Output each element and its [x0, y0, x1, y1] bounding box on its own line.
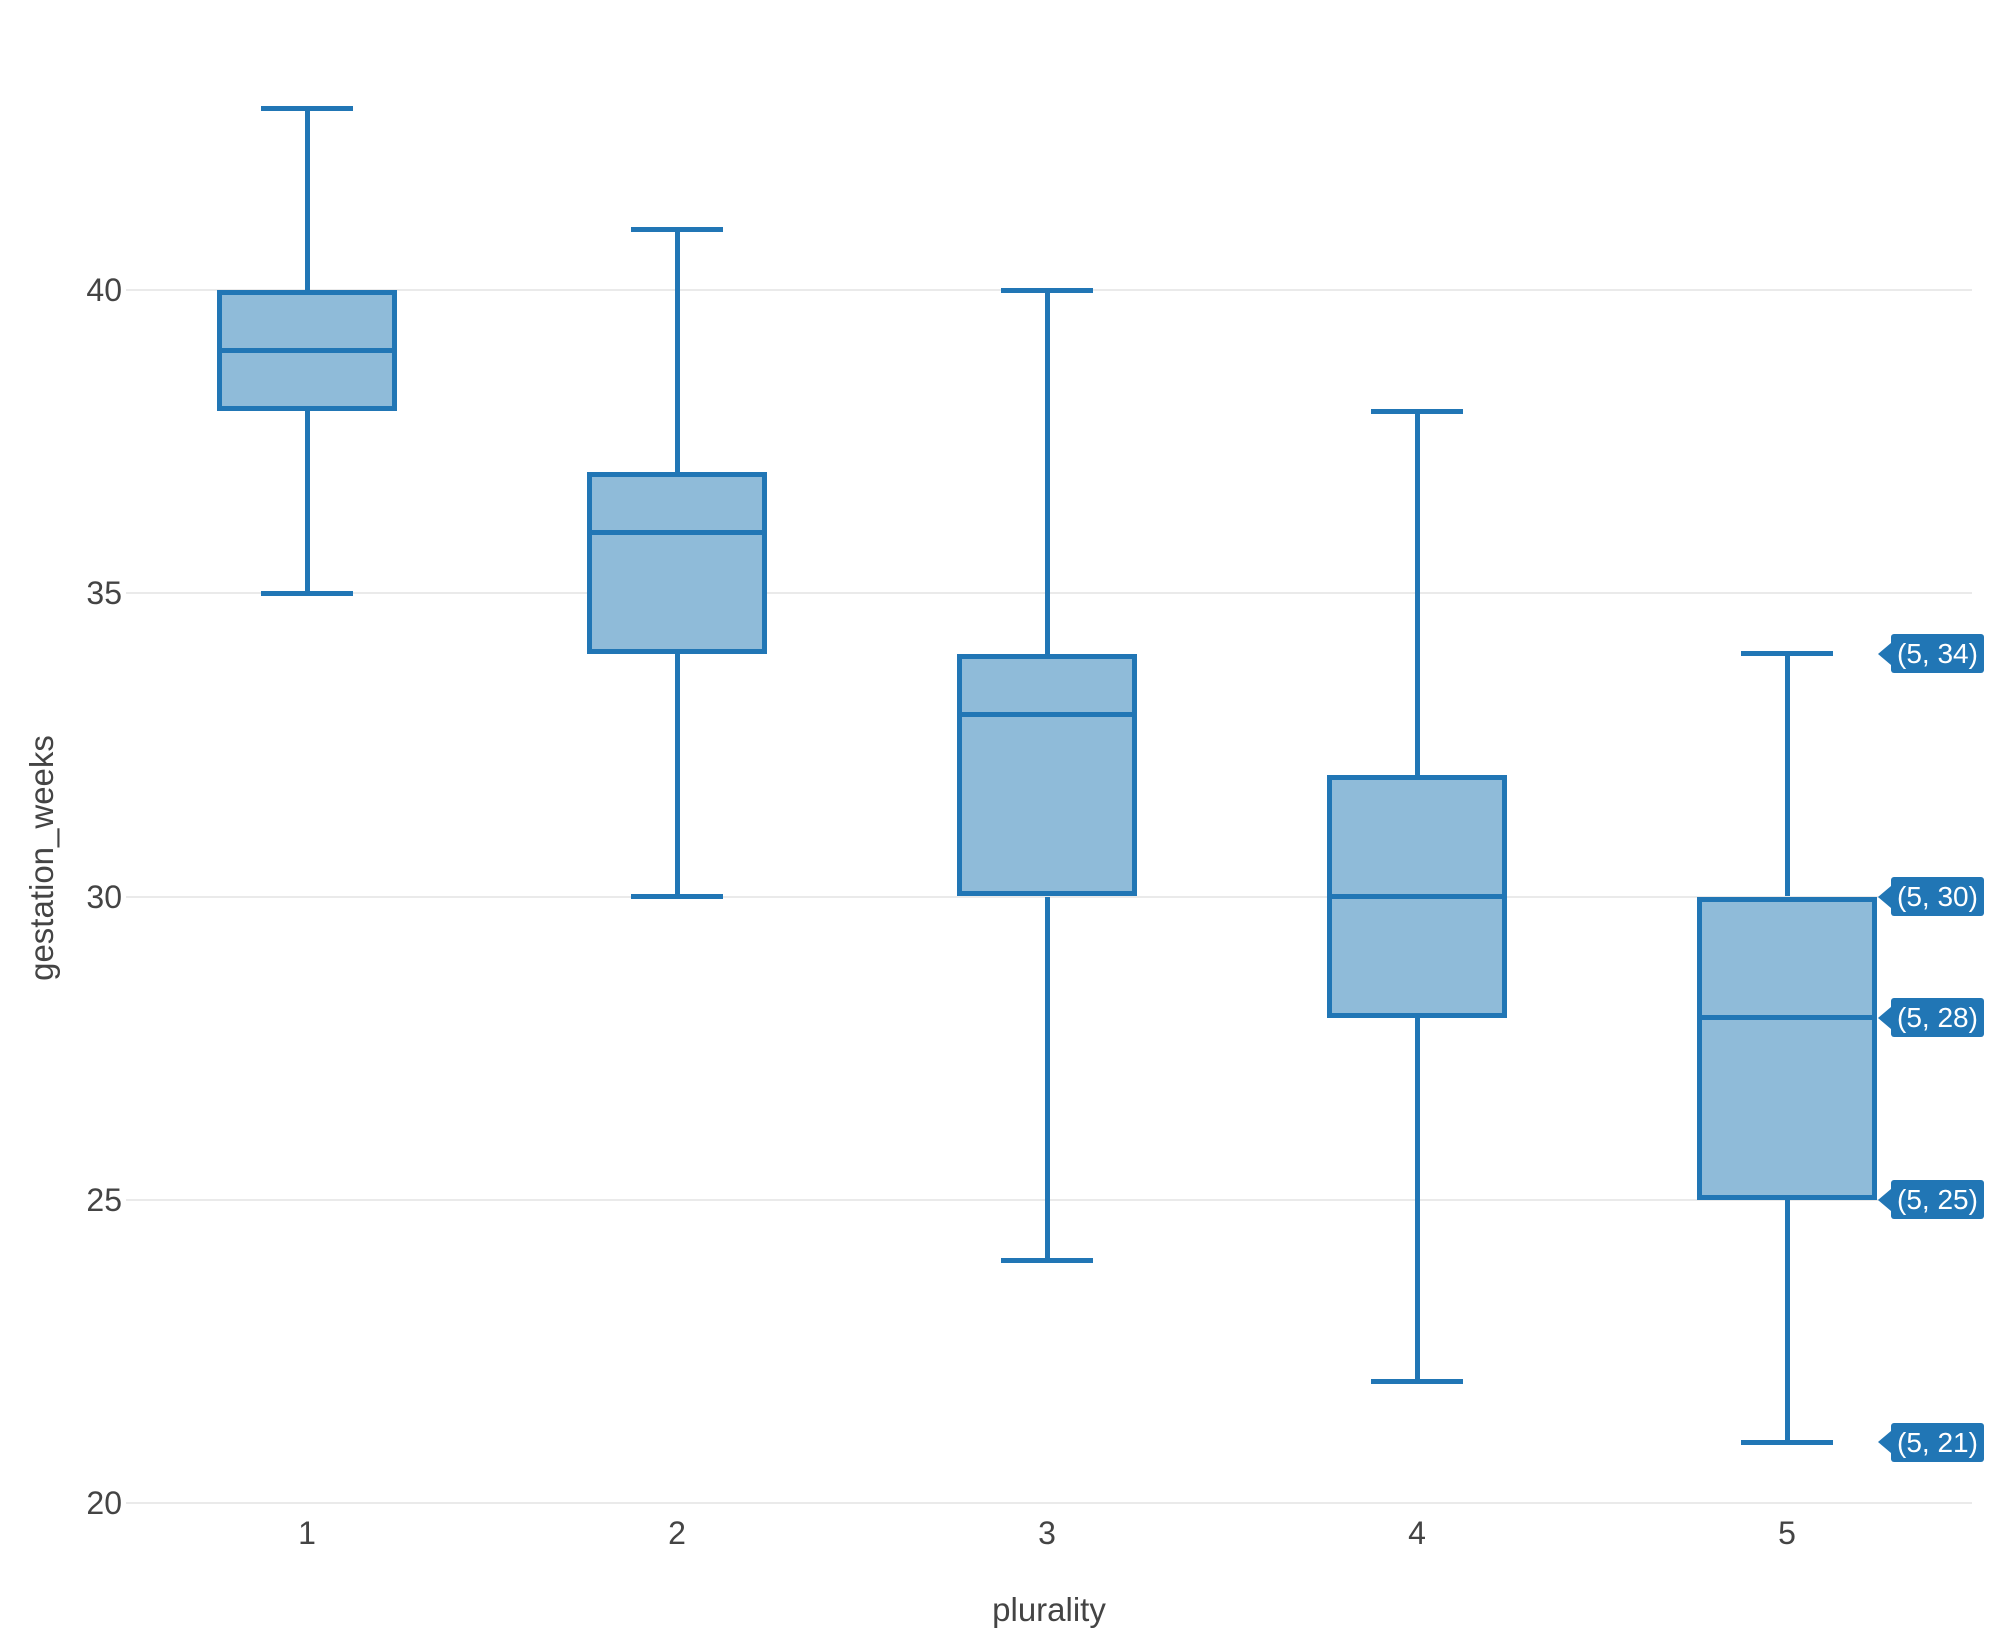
y-tick-label: 20 — [86, 1485, 122, 1521]
box-plurality-5-whisker-stem-bottom[interactable] — [1784, 1199, 1790, 1443]
box-plurality-5-whisker-cap-top[interactable] — [1741, 651, 1833, 657]
x-tick-label: 3 — [1038, 1515, 1056, 1551]
hover-label: (5, 34) — [1878, 634, 1984, 674]
hover-label: (5, 21) — [1878, 1422, 1984, 1462]
y-tick-label: 25 — [86, 1181, 122, 1218]
box-plurality-5-whisker-stem-top[interactable] — [1784, 653, 1790, 897]
hover-label-pointer-icon — [1878, 885, 1891, 908]
hover-label-text: (5, 28) — [1891, 998, 1984, 1038]
box-plurality-2-whisker-stem-top[interactable] — [674, 229, 680, 472]
box-plurality-1-whisker-cap-bottom[interactable] — [261, 590, 353, 596]
y-tick-label: 35 — [86, 575, 122, 612]
box-plurality-3-whisker-stem-top[interactable] — [1044, 290, 1050, 654]
hover-label-pointer-icon — [1878, 642, 1891, 665]
box-plurality-4-whisker-cap-bottom[interactable] — [1371, 1379, 1463, 1385]
box-plurality-3-median-line[interactable] — [957, 712, 1137, 718]
hover-label-text: (5, 30) — [1891, 877, 1984, 916]
box-plurality-2-whisker-cap-top[interactable] — [631, 226, 723, 232]
hover-label-pointer-icon — [1878, 1188, 1891, 1211]
y-gridline — [126, 1502, 1972, 1504]
box-plurality-3-whisker-stem-bottom[interactable] — [1044, 896, 1050, 1261]
hover-label-pointer-icon — [1878, 1431, 1891, 1454]
box-plurality-2-whisker-stem-bottom[interactable] — [674, 653, 680, 897]
hover-label-text: (5, 21) — [1891, 1422, 1984, 1462]
box-plurality-5-whisker-cap-bottom[interactable] — [1741, 1439, 1833, 1445]
y-tick-label: 40 — [86, 272, 122, 308]
box-plurality-2-whisker-cap-bottom[interactable] — [631, 894, 723, 899]
x-axis-title: plurality — [992, 1591, 1106, 1628]
box-plurality-3-box-rect[interactable] — [957, 653, 1137, 897]
box-plurality-1-whisker-stem-top[interactable] — [304, 108, 310, 290]
box-plurality-4-whisker-stem-bottom[interactable] — [1414, 1017, 1420, 1382]
box-plurality-2-box-rect[interactable] — [587, 471, 767, 654]
box-plurality-4-median-line[interactable] — [1327, 894, 1507, 899]
hover-label: (5, 28) — [1878, 998, 1984, 1038]
box-plurality-1-median-line[interactable] — [217, 348, 397, 354]
x-tick-label: 1 — [298, 1515, 316, 1551]
y-axis-title: gestation_weeks — [23, 735, 60, 981]
box-plurality-1-whisker-cap-top[interactable] — [261, 105, 353, 111]
y-tick-label: 30 — [86, 878, 122, 915]
hover-label-pointer-icon — [1878, 1006, 1891, 1029]
box-plurality-2-median-line[interactable] — [587, 530, 767, 536]
hover-label-text: (5, 25) — [1891, 1180, 1984, 1220]
box-plurality-5-box-rect[interactable] — [1697, 896, 1877, 1200]
box-plurality-4-whisker-cap-top[interactable] — [1371, 408, 1463, 414]
box-plurality-3-whisker-cap-top[interactable] — [1001, 287, 1093, 293]
hover-label: (5, 25) — [1878, 1180, 1984, 1220]
box-plurality-4-whisker-stem-top[interactable] — [1414, 411, 1420, 776]
x-tick-label: 2 — [668, 1515, 686, 1551]
hover-label: (5, 30) — [1878, 877, 1984, 917]
box-plurality-1-whisker-stem-bottom[interactable] — [304, 411, 310, 594]
box-plurality-5-median-line[interactable] — [1697, 1015, 1877, 1021]
x-tick-label: 5 — [1778, 1515, 1796, 1551]
hover-label-text: (5, 34) — [1891, 634, 1984, 674]
x-tick-label: 4 — [1408, 1515, 1426, 1551]
box-plurality-3-whisker-cap-bottom[interactable] — [1001, 1257, 1093, 1263]
